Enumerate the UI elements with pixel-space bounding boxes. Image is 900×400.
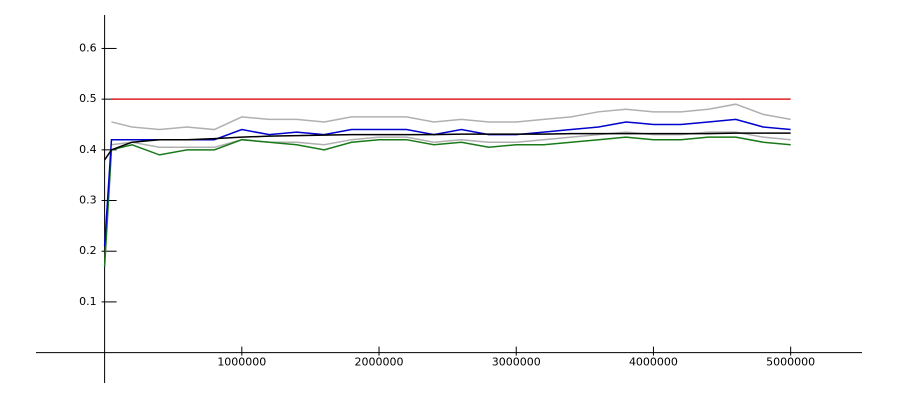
y-tick-label: 0.5	[79, 92, 97, 105]
y-tick-label: 0.2	[79, 244, 97, 257]
x-tick-label: 2000000	[355, 356, 404, 369]
x-tick-label: 4000000	[629, 356, 678, 369]
series-line	[111, 103, 791, 131]
x-tick-label: 3000000	[492, 356, 541, 369]
series-line	[103, 136, 791, 267]
x-tick-label: 5000000	[766, 356, 815, 369]
x-tick-label: 1000000	[217, 356, 266, 369]
series-line	[103, 132, 791, 161]
y-tick-label: 0.6	[79, 41, 97, 54]
series-line	[111, 131, 791, 149]
y-tick-label: 0.1	[79, 295, 97, 308]
y-tick-label: 0.4	[79, 143, 97, 156]
y-tick-label: 0.3	[79, 194, 97, 207]
